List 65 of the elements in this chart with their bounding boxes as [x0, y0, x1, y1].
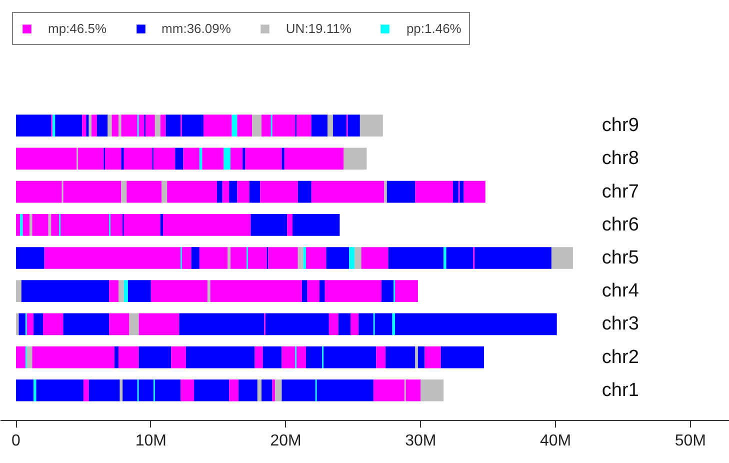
bar	[326, 247, 350, 269]
legend-label: pp:1.46%	[406, 21, 462, 36]
bar	[109, 313, 130, 336]
bar	[222, 180, 230, 203]
y-tick-label: chr4	[602, 280, 640, 302]
y-tick-label: chr6	[602, 214, 639, 236]
y-tick-label: chr9	[602, 115, 639, 136]
bar	[203, 114, 232, 137]
x-tick-label: 40M	[540, 432, 572, 450]
bar	[171, 346, 186, 368]
bar	[34, 379, 36, 402]
bar	[26, 313, 34, 336]
x-tick-label: 50M	[674, 432, 706, 450]
bar	[386, 180, 416, 203]
bar	[32, 346, 114, 368]
bar	[360, 114, 383, 137]
y-tick-label: chr8	[602, 148, 639, 170]
bar	[180, 379, 194, 402]
bar	[252, 114, 262, 137]
y-tick-label: chr1	[602, 380, 639, 401]
y-tick-label: chr3	[602, 314, 639, 335]
bar	[250, 214, 288, 236]
bar	[324, 280, 382, 302]
bar	[261, 379, 272, 402]
bar	[183, 148, 200, 170]
bar	[418, 346, 425, 368]
x-tick-label: 0	[12, 432, 21, 450]
bar	[202, 148, 224, 170]
bar	[311, 114, 328, 137]
bar	[237, 114, 252, 137]
bar	[22, 214, 30, 236]
bar	[395, 313, 557, 336]
bar	[242, 148, 246, 170]
bar	[16, 214, 20, 236]
bar	[272, 379, 275, 402]
bar	[230, 148, 243, 170]
bar	[112, 114, 119, 137]
bar	[16, 346, 26, 368]
bar	[306, 247, 326, 269]
bar	[237, 180, 250, 203]
legend-label: mm:36.09%	[162, 21, 231, 36]
bar	[92, 114, 97, 137]
bar	[167, 180, 217, 203]
bar	[210, 280, 302, 302]
bar	[20, 214, 23, 236]
bar	[415, 180, 454, 203]
bar	[109, 280, 119, 302]
x-tick-label: 20M	[270, 432, 302, 450]
bar	[328, 114, 333, 137]
bar	[83, 379, 89, 402]
y-tick-label: chr5	[602, 247, 639, 268]
x-tick-label: 30M	[405, 432, 436, 450]
x-tick-label: 10M	[135, 432, 166, 450]
legend-label: UN:19.11%	[286, 21, 352, 36]
y-tick-label: chr7	[602, 181, 639, 202]
bar	[307, 280, 320, 302]
bar	[420, 379, 444, 402]
bar	[260, 180, 298, 203]
legend-label: mp:46.5%	[48, 21, 107, 36]
bar	[150, 280, 208, 302]
y-tick-label: chr2	[602, 346, 639, 368]
bar	[311, 180, 384, 203]
bar	[163, 214, 251, 236]
bar	[376, 346, 386, 368]
bar	[388, 247, 444, 269]
